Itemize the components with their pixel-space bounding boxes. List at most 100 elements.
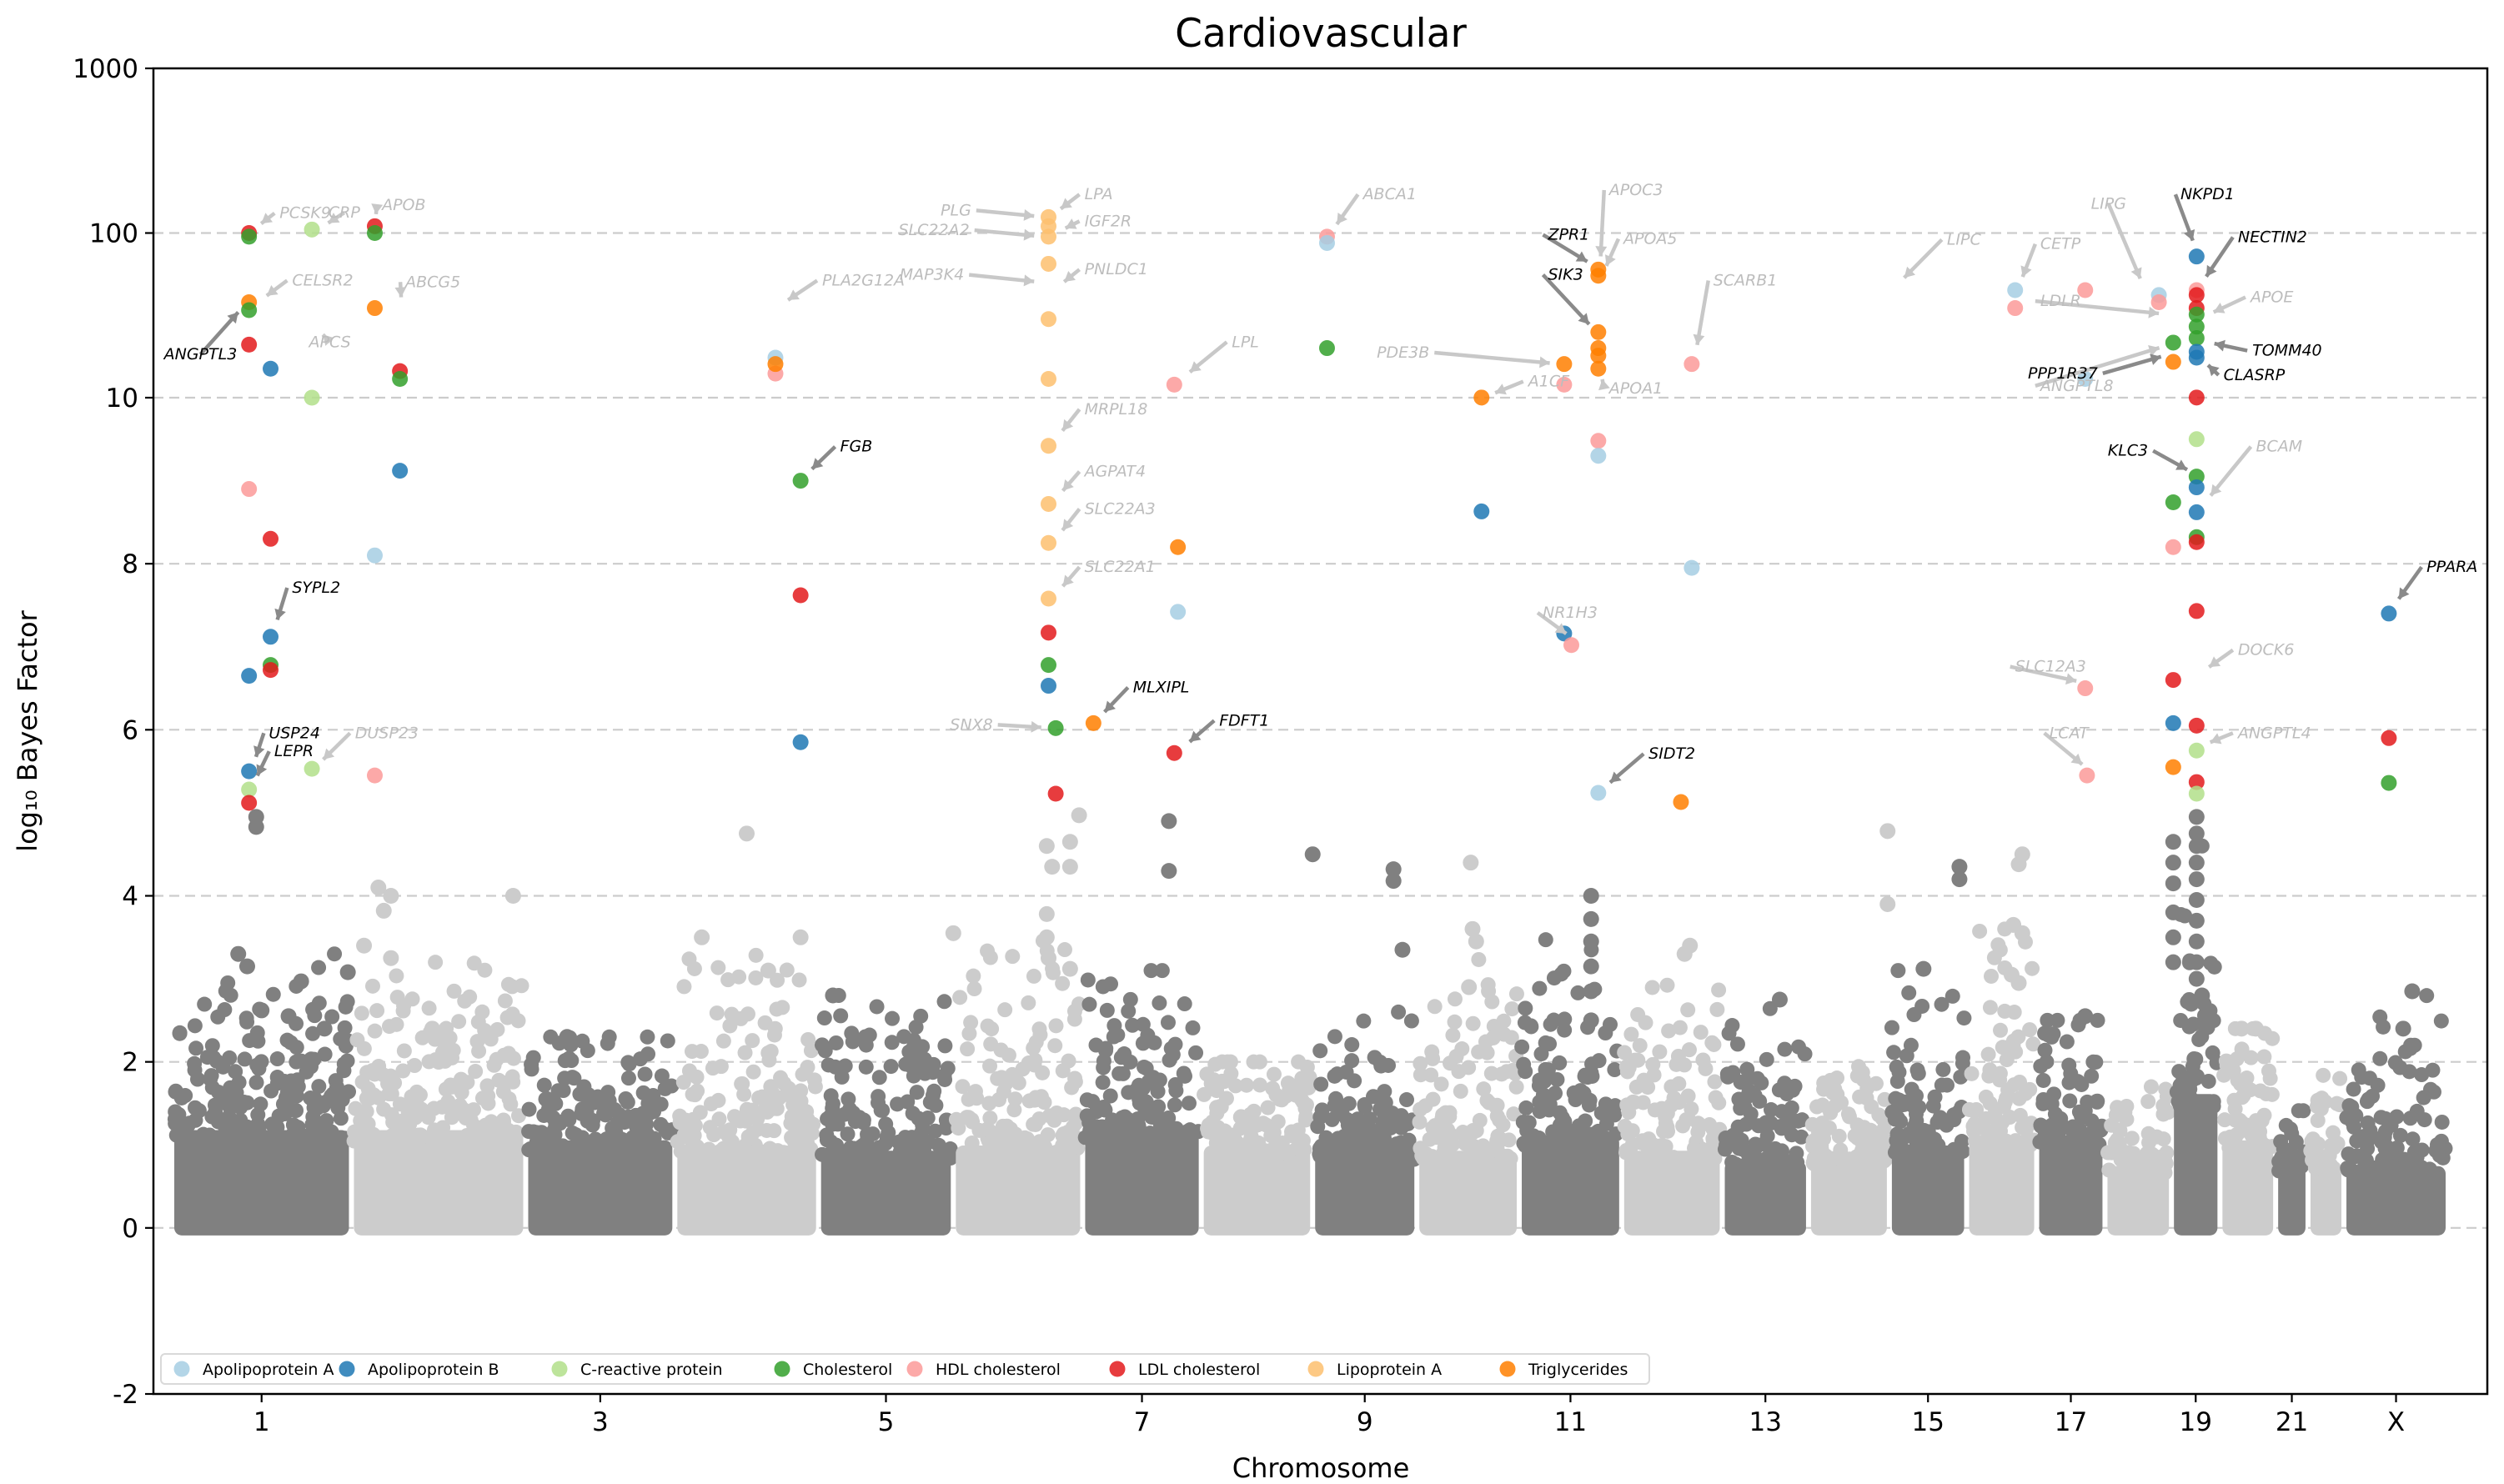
background-snp-point — [1425, 1091, 1441, 1107]
background-snp-point — [400, 1096, 416, 1112]
background-snp-point — [1222, 1054, 1238, 1070]
background-snp-point — [277, 1074, 293, 1090]
annotation-arrowhead — [1598, 379, 1610, 391]
association-point — [2165, 672, 2181, 689]
background-snp-point — [1652, 1044, 1668, 1060]
background-snp-point — [2359, 1132, 2375, 1148]
background-snp-point — [2433, 1013, 2449, 1029]
background-snp-point — [497, 993, 513, 1009]
background-snp-point — [1856, 1120, 1872, 1136]
association-point — [241, 302, 258, 318]
x-tick-label: 15 — [1911, 1407, 1944, 1437]
chromosome-band — [1412, 951, 1524, 1236]
background-snp-point — [963, 1015, 979, 1030]
background-snp-point — [1055, 975, 1071, 991]
background-snp-point — [1071, 807, 1087, 824]
background-snp-point — [2128, 1162, 2144, 1178]
background-snp-point — [324, 1088, 339, 1104]
annotation-arrowhead — [1064, 270, 1076, 282]
background-snp-point — [1618, 1145, 1633, 1161]
association-point — [2188, 349, 2205, 366]
background-snp-point — [985, 1146, 1001, 1161]
background-snp-point — [356, 937, 373, 954]
background-snp-point — [632, 1051, 648, 1067]
background-snp-point — [1064, 1080, 1080, 1095]
background-snp-point — [1818, 1148, 1834, 1164]
background-snp-point — [1939, 1077, 1955, 1093]
annotation-arrowhead — [1554, 623, 1567, 634]
background-snp-point — [1168, 1083, 1184, 1099]
background-snp-point — [684, 1044, 700, 1060]
background-snp-point — [2332, 1070, 2348, 1086]
background-snp-point — [1797, 1046, 1813, 1062]
background-snp-point — [367, 1023, 383, 1039]
background-snp-point — [793, 1127, 809, 1143]
gene-label: LIPG — [2091, 195, 2126, 213]
background-snp-point — [1045, 965, 1061, 980]
background-snp-point — [1635, 1133, 1651, 1149]
background-snp-point — [437, 1038, 453, 1054]
background-snp-point — [1038, 929, 1055, 945]
association-point — [241, 781, 258, 798]
background-snp-point — [1125, 1124, 1141, 1140]
background-snp-point — [567, 1142, 583, 1158]
background-snp-point — [2229, 1126, 2245, 1142]
background-snp-point — [1262, 1144, 1278, 1160]
snp-density-block — [956, 1146, 1081, 1236]
background-snp-point — [1331, 1138, 1347, 1154]
background-snp-point — [828, 1035, 844, 1050]
background-snp-point — [2010, 1029, 2026, 1045]
background-snp-point — [1103, 976, 1119, 992]
legend-label: Lipoprotein A — [1337, 1361, 1442, 1379]
background-snp-point — [2258, 1086, 2274, 1102]
gene-label: KLC3 — [2108, 442, 2148, 460]
annotation-arrowhead — [1062, 419, 1074, 431]
gene-label: LDLR — [2040, 292, 2081, 310]
background-snp-point — [172, 1025, 188, 1041]
background-snp-point — [1427, 999, 1443, 1015]
annotation-arrowhead — [266, 284, 279, 296]
background-snp-point — [739, 825, 755, 842]
background-snp-point — [369, 1003, 385, 1019]
background-snp-point — [2124, 1131, 2140, 1146]
background-snp-point — [1548, 1085, 1563, 1101]
background-snp-point — [637, 1066, 653, 1082]
background-snp-point — [1161, 863, 1177, 880]
background-snp-point — [370, 880, 387, 896]
background-snp-point — [1544, 1137, 1560, 1153]
background-snp-point — [792, 929, 809, 945]
background-snp-point — [2244, 1128, 2260, 1144]
background-snp-point — [1132, 1091, 1147, 1107]
gene-label: LPL — [1232, 333, 1259, 351]
background-snp-point — [705, 1060, 720, 1076]
background-snp-point — [409, 1131, 424, 1147]
background-snp-point — [1834, 1095, 1849, 1110]
background-snp-point — [1653, 1138, 1668, 1154]
background-snp-point — [960, 1041, 976, 1057]
background-snp-point — [1993, 1022, 2009, 1038]
association-point — [366, 547, 383, 564]
snp-density-block — [1203, 1146, 1311, 1236]
gene-label: TOMM40 — [2252, 342, 2322, 360]
background-snp-point — [1499, 1148, 1515, 1164]
background-snp-point — [1549, 1071, 1565, 1087]
background-snp-point — [1771, 991, 1788, 1008]
background-snp-point — [1161, 813, 1177, 830]
background-snp-point — [1951, 859, 1968, 875]
background-snp-point — [745, 1033, 760, 1049]
background-snp-point — [1071, 996, 1086, 1012]
background-snp-point — [311, 960, 327, 975]
background-snp-point — [303, 1090, 319, 1106]
background-snp-point — [800, 1031, 816, 1047]
background-snp-point — [2354, 1070, 2370, 1085]
background-snp-point — [1593, 1105, 1609, 1121]
background-snp-point — [928, 1097, 944, 1113]
annotation-arrowhead — [2214, 339, 2225, 352]
background-snp-point — [1298, 1097, 1314, 1113]
background-snp-point — [896, 1029, 912, 1045]
association-point — [1047, 719, 1064, 736]
gene-label: IGF2R — [1085, 212, 1132, 230]
background-snp-point — [1413, 1101, 1428, 1117]
background-snp-point — [1672, 1020, 1688, 1035]
